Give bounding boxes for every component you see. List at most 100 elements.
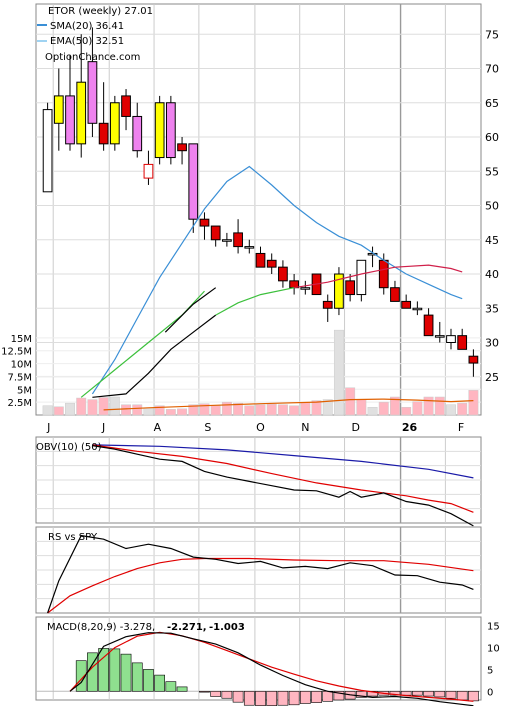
volume-bar (412, 401, 423, 416)
macd-histogram-bar (98, 648, 109, 692)
candle-body (401, 300, 412, 309)
legend-title: ETOR (weekly) 27.01 (48, 6, 153, 17)
candle-body (222, 239, 232, 242)
obv-title-group: OBV(10) (50) (36, 442, 102, 453)
macd-signal-line (69, 631, 474, 702)
volume-tick-label: 12.5M (1, 347, 32, 358)
candle-body (255, 252, 266, 268)
macd-histogram-bar (356, 690, 367, 698)
macd-histogram-bar (445, 690, 457, 699)
x-tick-label: F (458, 421, 464, 434)
volume-tick-label: 5M (17, 385, 32, 396)
candle-body (457, 335, 468, 350)
candle-body (412, 307, 423, 311)
volume-bar (143, 407, 154, 416)
volume-bar (65, 402, 75, 416)
volume-bars (36, 329, 481, 416)
volume-bar (244, 405, 255, 416)
volume-bar (322, 399, 333, 416)
x-tick-label: N (301, 421, 309, 434)
volume-bar (154, 405, 165, 416)
ema-line-red (294, 264, 463, 289)
candle-body (378, 259, 389, 289)
volume-bar (423, 396, 434, 416)
x-tick-label: J (46, 421, 50, 434)
macd-title-group: MACD(8,20,9) -3.278, -2.271, -1.003 (47, 622, 245, 633)
price-tick-label: 45 (485, 234, 499, 247)
macd-histogram-bar (210, 690, 222, 697)
x-tick-label: D (352, 421, 360, 434)
candle-body (423, 314, 434, 337)
candle-body (165, 102, 176, 159)
macd-histogram-bar (176, 686, 188, 692)
candle-body (76, 81, 87, 145)
price-tick-label: 70 (485, 63, 499, 76)
macd-tick-label: 5 (487, 665, 493, 676)
macd-histogram-bar (423, 690, 434, 697)
x-tick-label: O (256, 421, 265, 434)
macd-histogram-bar (456, 690, 468, 701)
candle-body (468, 355, 479, 364)
rs-ma-line (47, 557, 474, 614)
ma-black-segment (164, 287, 217, 333)
candle-body (143, 163, 154, 179)
volume-bar (356, 399, 367, 416)
volume-bar (266, 403, 277, 416)
rs-line (47, 534, 474, 614)
volume-bar (98, 397, 109, 416)
volume-bar (378, 401, 389, 416)
volume-bar (446, 404, 456, 416)
candle-body (98, 122, 109, 145)
macd-histogram-bar (120, 653, 132, 692)
macd-histogram-bar (434, 690, 446, 698)
candle-body (233, 232, 243, 248)
candle-body (434, 335, 445, 338)
volume-bar (367, 407, 378, 416)
volume-bar (221, 401, 232, 416)
x-tick-label: S (204, 421, 211, 434)
macd-histogram-bar (221, 690, 233, 699)
obv-ma-line (92, 444, 474, 513)
candle-body (177, 143, 187, 152)
x-tick-label: 26 (402, 421, 418, 434)
volume-bar (390, 396, 400, 416)
volume-tick-label: 10M (11, 360, 32, 371)
x-tick-label: A (154, 421, 162, 434)
panel-frames (35, 3, 482, 701)
macd-histogram-bar (255, 690, 266, 706)
candle-body (446, 335, 456, 343)
macd-tick-label: 0 (487, 687, 493, 698)
price-tick-label: 75 (485, 28, 499, 41)
legend: ETOR (weekly) 27.01 SMA(20) 36.41 EMA(50… (37, 6, 153, 63)
candle-body (390, 287, 400, 302)
price-tick-label: 40 (485, 268, 499, 281)
macd-histogram-bar (199, 690, 210, 693)
volume-bar (177, 408, 188, 416)
macd-histogram-bar (266, 690, 278, 706)
candle-body (42, 109, 53, 193)
candle-body (132, 115, 143, 152)
candle-body (109, 102, 120, 145)
candle-body (154, 102, 165, 159)
volume-tick-label: 2.5M (7, 398, 32, 409)
obv-long-line (92, 444, 474, 479)
volume-bar (210, 405, 221, 416)
volume-bar (255, 404, 266, 416)
volume-bar (233, 402, 244, 416)
candle-body (356, 259, 367, 296)
price-tick-label: 55 (485, 165, 499, 178)
price-overlays (80, 165, 463, 398)
candle-body (322, 300, 333, 309)
candle-body (244, 246, 255, 249)
lower-panels (36, 444, 481, 706)
macd-tick-label: 10 (487, 644, 500, 655)
volume-bar (311, 400, 322, 416)
macd-histogram-bar (367, 690, 378, 697)
volume-bar (277, 404, 288, 416)
macd-histogram-bar (232, 690, 244, 703)
candle-body (87, 61, 98, 124)
x-tick-label: J (101, 421, 105, 434)
macd-histogram-bar (412, 690, 423, 696)
